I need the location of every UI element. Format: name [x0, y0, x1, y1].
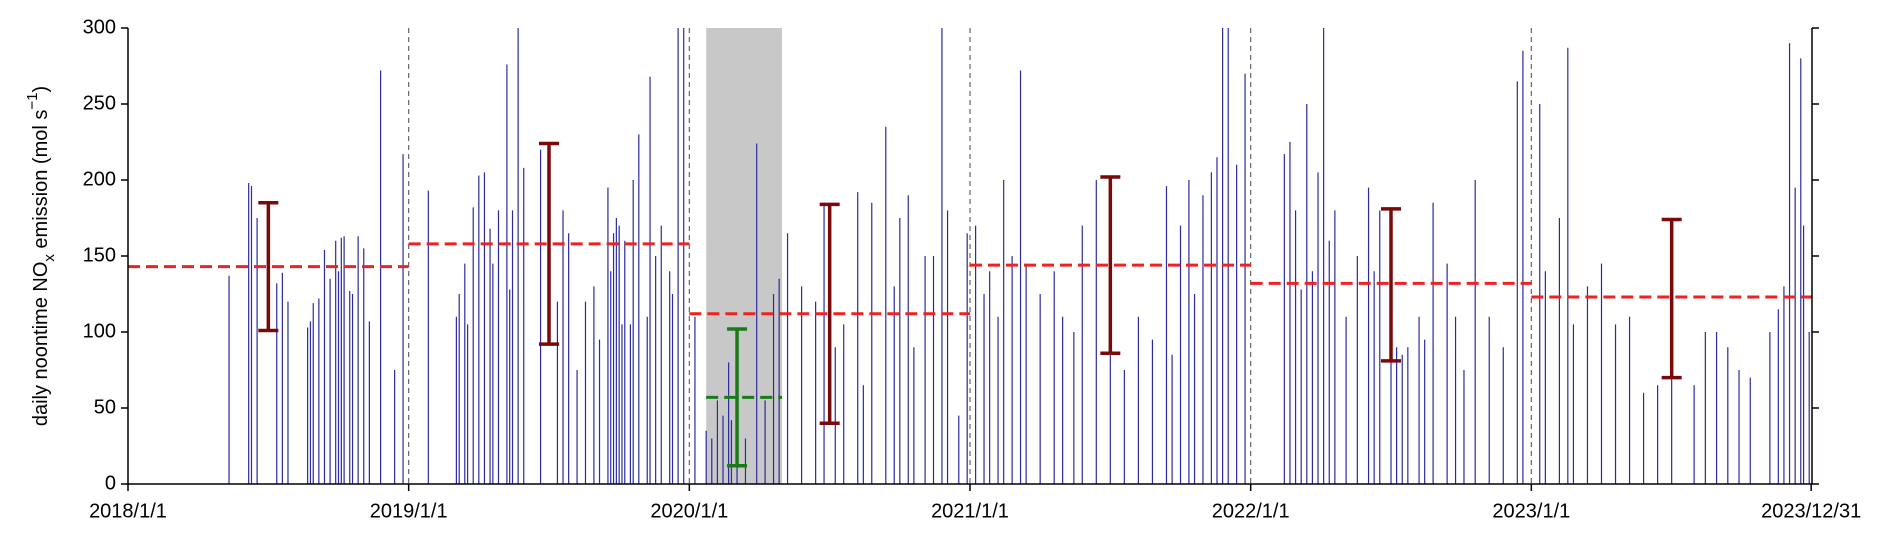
x-tick-label: 2023/12/31	[1761, 500, 1861, 522]
y-tick-label: 50	[94, 396, 116, 418]
y-tick-label: 200	[83, 168, 116, 190]
x-tick-label: 2020/1/1	[650, 500, 728, 522]
y-tick-label: 100	[83, 320, 116, 342]
x-tick-label: 2023/1/1	[1492, 500, 1570, 522]
y-label-part: emission (mol s	[30, 110, 52, 254]
error-bar	[258, 201, 279, 333]
error-bar	[1661, 217, 1682, 380]
y-label-part: )	[30, 86, 52, 93]
y-label-part: daily noontime NO	[30, 262, 52, 427]
axes	[127, 28, 1813, 485]
x-tick-label: 2019/1/1	[370, 500, 448, 522]
x-tick-label: 2021/1/1	[931, 500, 1009, 522]
y-tick-label: 150	[83, 244, 116, 266]
x-tick-label: 2018/1/1	[89, 500, 167, 522]
y-axis-label: daily noontime NOx emission (mol s−1)	[24, 86, 58, 426]
y-tick-label: 300	[83, 16, 116, 38]
x-tick-label: 2022/1/1	[1212, 500, 1290, 522]
shaded-period	[706, 28, 782, 484]
error-bar	[1100, 175, 1121, 356]
y-tick-label: 0	[105, 472, 116, 494]
y-label-sup: −1	[24, 93, 41, 110]
y-label-sub: x	[41, 254, 58, 262]
error-bar	[819, 202, 840, 425]
error-bar	[539, 141, 559, 346]
y-tick-label: 250	[83, 92, 116, 114]
error-bar	[1381, 207, 1401, 363]
error-bar	[727, 327, 748, 468]
